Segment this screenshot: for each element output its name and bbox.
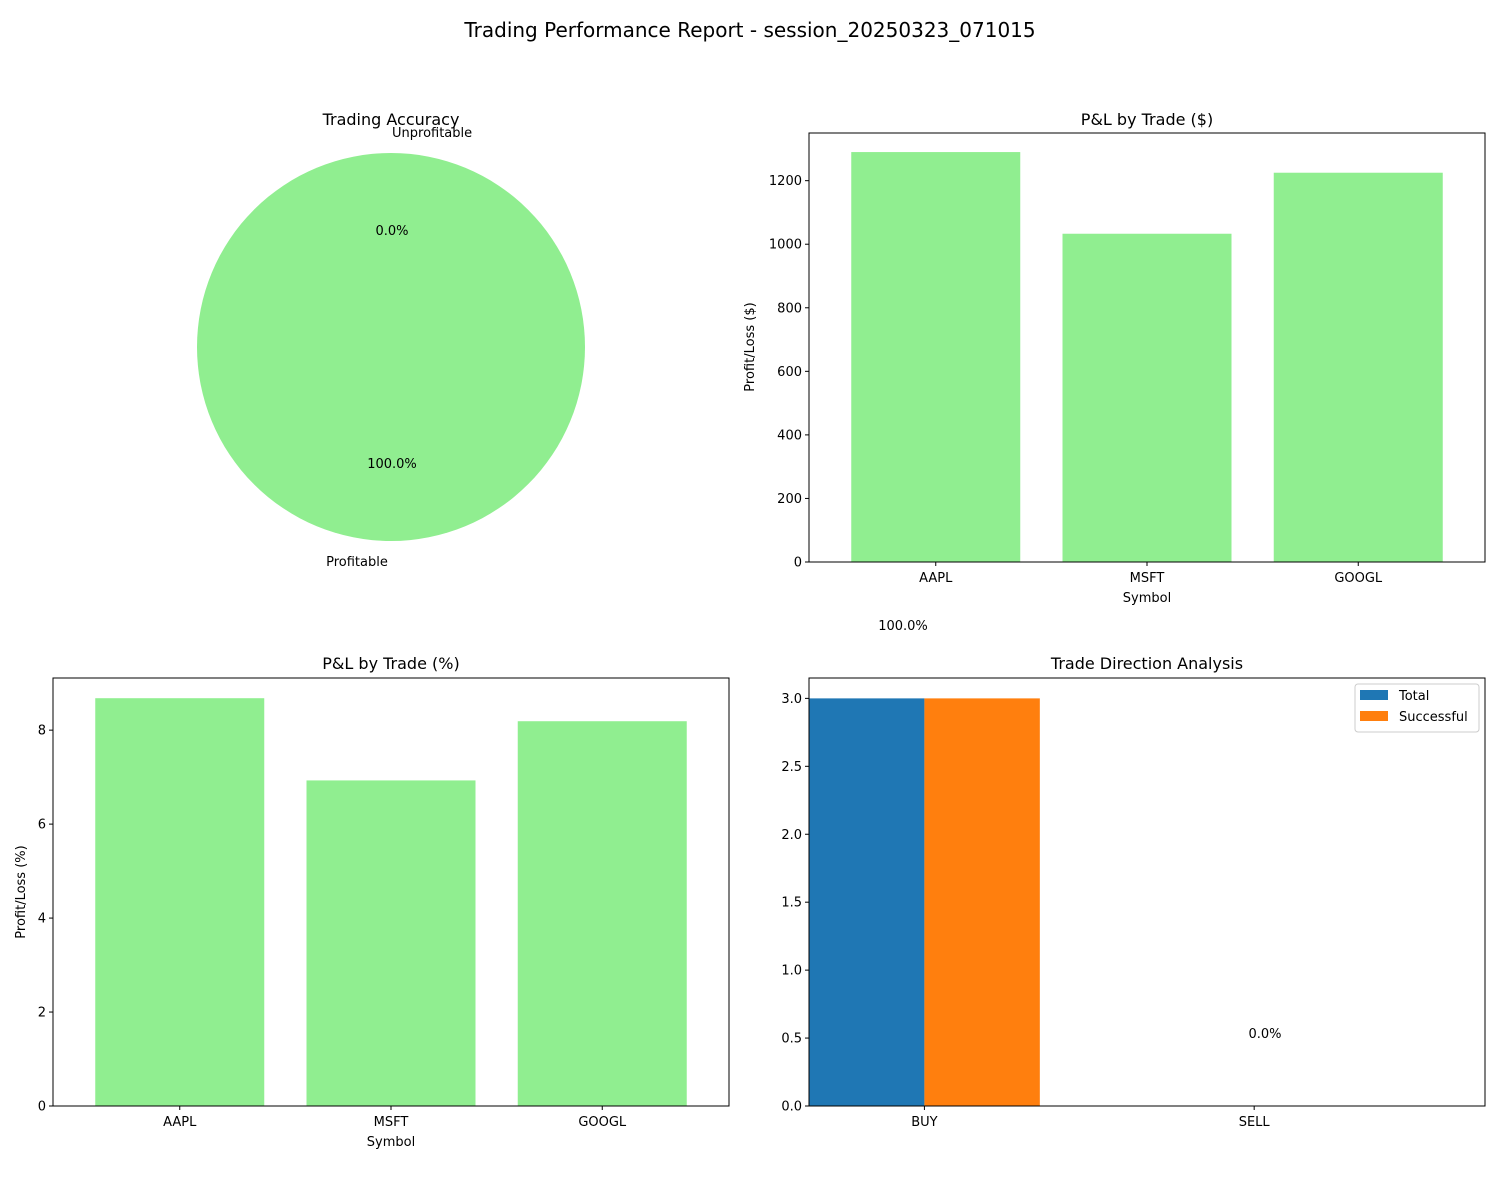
pnl-dollar-title: P&L by Trade ($) [1081,110,1213,129]
direction-ytick-label: 1.5 [781,896,802,911]
pnl-dollar-annotation: 100.0% [878,619,928,634]
pie-pct-profitable: 100.0% [367,457,417,472]
pie-pct-unprofitable: 0.0% [375,224,408,239]
legend-label-total: Total [1398,689,1429,704]
direction-xtick-label: BUY [911,1115,937,1130]
direction-ytick-label: 3.0 [781,692,802,707]
direction-ytick-label: 1.0 [781,964,802,979]
pnl-dollar-bar-aapl [851,152,1021,563]
pie-slice-profitable [197,153,585,541]
direction-annotation: 0.0% [1248,1027,1281,1042]
pnl-percent-title: P&L by Trade (%) [322,654,459,673]
pnl-percent-bar-googl [517,721,687,1106]
direction-axes-frame [808,677,1486,1107]
figure-title: Trading Performance Report - session_202… [464,18,1036,42]
pnl-percent-ytick-label: 8 [38,724,46,739]
pnl-dollar-ytick-label: 400 [777,428,802,443]
pnl-dollar-ytick-label: 0 [794,556,802,571]
pnl-dollar-ytick-label: 800 [777,301,802,316]
pnl-dollar-xtick-label: GOOGL [1334,571,1383,586]
pnl-percent-xtick-label: AAPL [163,1115,197,1130]
pnl-dollar-axes-frame [808,132,1486,563]
direction-bar-total-buy [809,698,925,1106]
pnl-dollar-xtick-label: AAPL [919,571,953,586]
pnl-percent-xlabel: Symbol [367,1135,415,1150]
pie-label-unprofitable: Unprofitable [392,126,472,141]
pnl-percent-ytick-label: 2 [38,1006,46,1021]
pnl-percent-axes-frame [52,677,730,1107]
pnl-dollar-ylabel: Profit/Loss ($) [743,302,758,391]
pnl-dollar-ytick-label: 1200 [769,174,802,189]
legend-swatch-total [1360,690,1388,700]
pie-label-profitable: Profitable [326,555,388,570]
direction-xtick-label: SELL [1239,1115,1271,1130]
pnl-percent-ylabel: Profit/Loss (%) [14,845,29,938]
pnl-dollar-bar-googl [1273,172,1443,562]
pnl-percent-xtick-label: GOOGL [578,1115,627,1130]
direction-bar-successful-buy [924,698,1040,1106]
pnl-dollar-bar-msft [1062,233,1232,563]
direction-ytick-label: 0.5 [781,1032,802,1047]
bar-chart-pnl-percent: P&L by Trade (%) 0 2 4 6 8 AAPL MSFT GOOGL Sym… [14,654,730,1150]
direction-ytick-label: 0.0 [781,1100,802,1115]
pnl-percent-ytick-label: 4 [38,912,46,927]
pnl-dollar-ytick-label: 200 [777,492,802,507]
pnl-percent-bar-msft [306,780,476,1106]
pnl-dollar-ytick-label: 600 [777,365,802,380]
legend-label-successful: Successful [1399,710,1468,725]
legend: Total Successful [1354,683,1480,733]
bar-chart-trade-direction: Trade Direction Analysis 0.0 0.5 1.0 1.5 2.0… [781,654,1486,1130]
pie-title: Trading Accuracy [322,110,460,129]
direction-title: Trade Direction Analysis [1050,654,1243,673]
pnl-percent-ytick-label: 0 [38,1100,46,1115]
pnl-percent-ytick-label: 6 [38,818,46,833]
pnl-dollar-ytick-label: 1000 [769,238,802,253]
pnl-percent-xtick-label: MSFT [374,1115,409,1130]
pnl-dollar-xlabel: Symbol [1123,591,1171,606]
pnl-percent-bar-aapl [95,698,265,1106]
legend-swatch-successful [1360,711,1388,721]
pie-chart-trading-accuracy: Trading Accuracy Profitable Unprofitable… [197,110,585,570]
direction-ytick-label: 2.0 [781,828,802,843]
bar-chart-pnl-dollar: P&L by Trade ($) 0 200 400 600 800 1000 1200 A… [743,110,1486,634]
direction-ytick-label: 2.5 [781,760,802,775]
pnl-dollar-xtick-label: MSFT [1130,571,1165,586]
